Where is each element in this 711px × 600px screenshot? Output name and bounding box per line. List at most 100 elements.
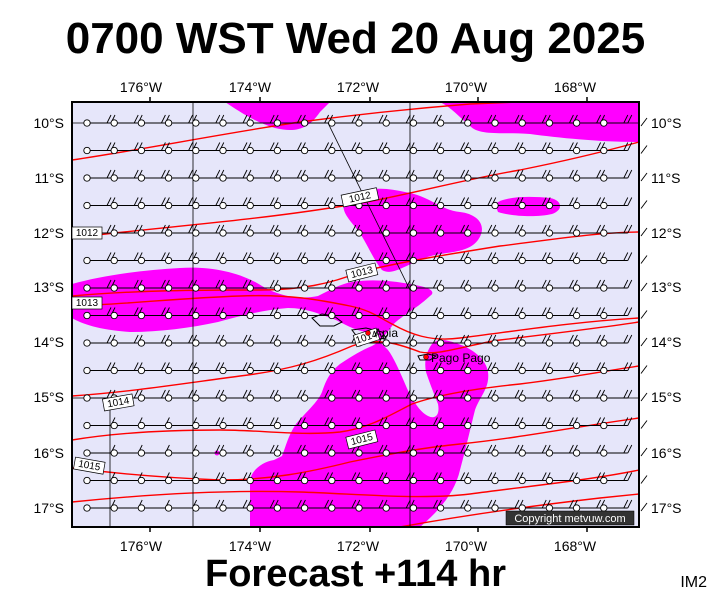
wind-barb [518, 142, 551, 155]
wind-barb [545, 279, 578, 292]
pago-pago-label: Pago Pago [431, 351, 491, 365]
isobar-label-text: 1014 [106, 396, 130, 411]
isobar-5 [72, 321, 639, 397]
wind-barb [545, 169, 578, 182]
wind-barb [600, 114, 633, 127]
lon-label-bottom-176w: 176°W [120, 538, 163, 554]
wind-barb [192, 362, 225, 375]
wind-barb [545, 114, 578, 127]
wind-barb [246, 334, 279, 347]
wind-barbs [83, 114, 633, 512]
lon-label-top-170w: 170°W [445, 79, 488, 95]
wind-barb [518, 169, 551, 182]
wind-barb [409, 417, 442, 430]
wind-barb [409, 252, 442, 265]
wind-barb [436, 197, 470, 210]
wind-barb [328, 279, 361, 292]
wind-barb [164, 114, 198, 127]
lat-label-right-11s: 11°S [651, 170, 680, 186]
wind-barb [518, 499, 551, 512]
lat-label-left-13s: 13°S [33, 279, 64, 295]
isobar-label-1014-west: 1014 [102, 393, 135, 412]
wind-barb [600, 224, 633, 237]
wind-barb [164, 252, 198, 265]
wind-barb [110, 307, 143, 320]
wind-barb [83, 472, 116, 485]
wind-barb [110, 252, 143, 265]
wind-barb [83, 334, 116, 347]
wind-barb [518, 252, 551, 265]
apia-label: Apia [374, 326, 398, 340]
wind-barb [328, 307, 361, 320]
isobar-9 [399, 493, 639, 527]
wind-barb [464, 142, 497, 155]
wind-barb [83, 142, 116, 155]
wind-barb [545, 197, 578, 210]
wind-barb [600, 279, 633, 292]
wind-barb [491, 389, 524, 402]
wind-barb [491, 224, 524, 237]
isobar-label-1013-center: 1013 [345, 262, 379, 283]
lon-label-top-174w: 174°W [229, 79, 272, 95]
wind-barb [545, 142, 578, 155]
wind-barb [246, 417, 279, 430]
wind-barb [382, 362, 415, 375]
lon-label-top-176w: 176°W [120, 79, 163, 95]
wind-barb [382, 472, 415, 485]
wind-barb [246, 499, 279, 512]
wind-barb [436, 472, 470, 485]
wind-barb [328, 252, 361, 265]
axis-ticks [149, 97, 588, 532]
isobar-label-text: 1013 [76, 298, 99, 309]
rain-area-north-east [440, 102, 639, 142]
lat-label-right-12s: 12°S [651, 225, 682, 241]
wind-barb [600, 197, 633, 210]
wind-barb [273, 279, 306, 292]
lat-label-right-13s: 13°S [651, 279, 682, 295]
wind-barb [192, 417, 225, 430]
copyright-box: Copyright metvuw.com [505, 510, 635, 526]
isobar-label-text: 1015 [350, 432, 375, 448]
wind-barb [192, 169, 225, 182]
wind-barb [137, 197, 170, 210]
wind-barb [192, 224, 225, 237]
wind-barb [355, 389, 388, 402]
wind-barb [300, 142, 334, 155]
apia-marker [365, 330, 371, 336]
wind-barb [545, 224, 578, 237]
lat-label-left-12s: 12°S [33, 225, 64, 241]
wind-barb [572, 197, 606, 210]
isobar-label-1015-west: 1015 [73, 456, 106, 475]
wind-barb [518, 197, 551, 210]
wind-barb [192, 252, 225, 265]
edge-barb-mark [640, 392, 648, 402]
wind-barb [219, 417, 252, 430]
isobar-6 [72, 365, 639, 441]
wind-barb [164, 334, 198, 347]
pago-pago-marker [423, 354, 429, 360]
wind-barb [355, 224, 388, 237]
wind-barb [572, 472, 606, 485]
lat-label-right-16s: 16°S [651, 445, 682, 461]
wind-barb [572, 142, 606, 155]
wind-barb [491, 307, 524, 320]
wind-barb [137, 252, 170, 265]
wind-barb [246, 224, 279, 237]
lon-label-top-168w: 168°W [554, 79, 597, 95]
wind-barb [328, 142, 361, 155]
wind-barb [436, 417, 470, 430]
edge-barb-mark [640, 255, 648, 264]
isobar-label-1012-west: 1012 [71, 226, 103, 240]
wind-barb [246, 279, 279, 292]
lat-label-left-17s: 17°S [33, 500, 64, 516]
isobar-label-text: 1012 [76, 228, 99, 239]
wind-barb [382, 114, 415, 127]
wind-barb [246, 472, 279, 485]
wind-barb [328, 472, 361, 485]
isobar-label-1012-center: 1012 [340, 187, 380, 208]
lat-label-left-10s: 10°S [33, 115, 64, 131]
wind-barb [409, 307, 442, 320]
edge-barb-mark [640, 447, 648, 457]
lon-label-bottom-174w: 174°W [229, 538, 272, 554]
wind-barb [382, 224, 415, 237]
